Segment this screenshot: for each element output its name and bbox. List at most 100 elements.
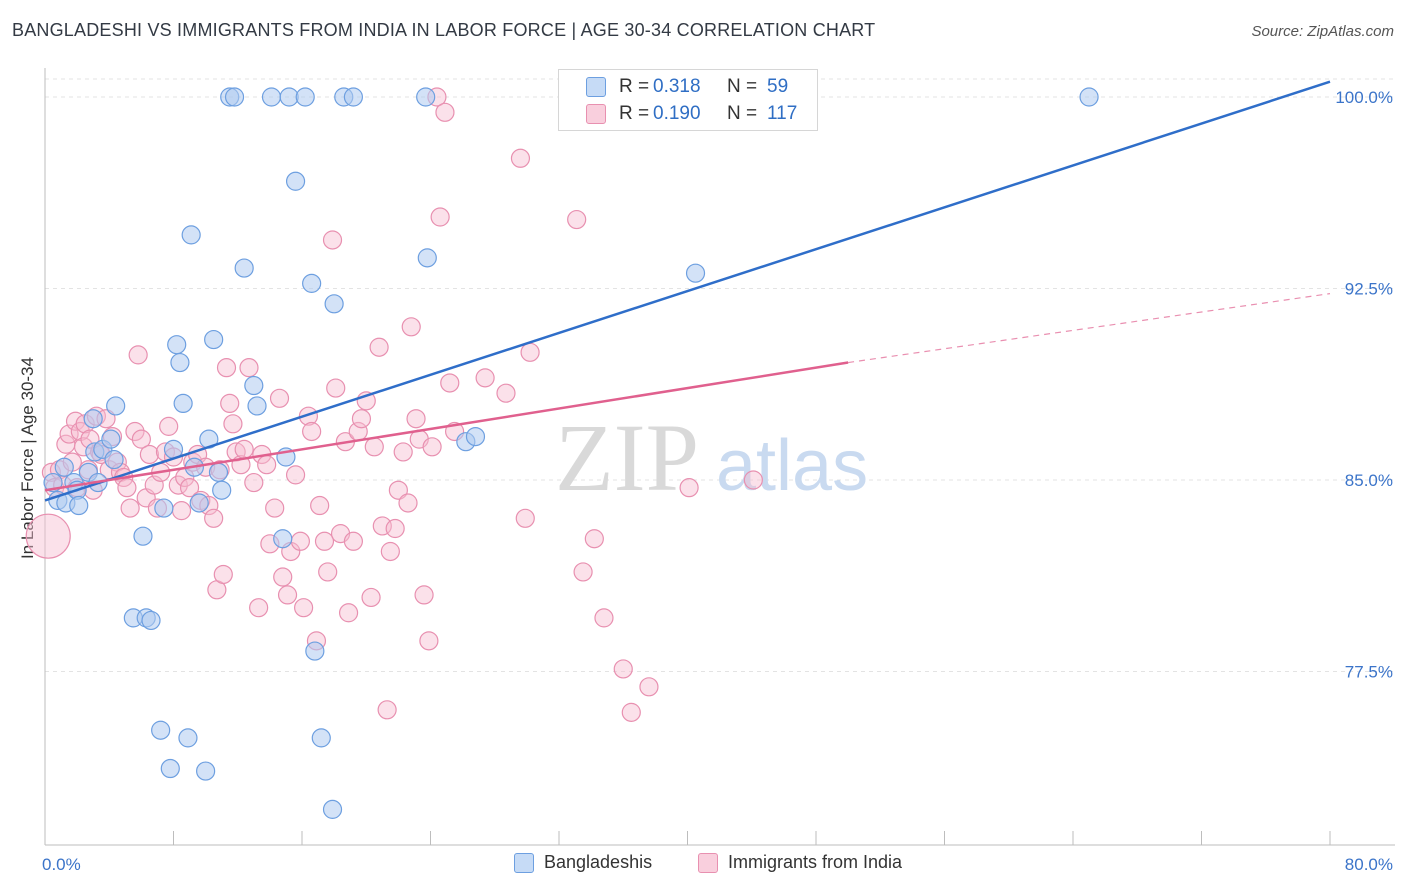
watermark-atlas: atlas xyxy=(716,426,868,506)
data-point-india xyxy=(322,230,343,250)
data-point-india xyxy=(213,564,233,585)
data-point-india xyxy=(515,508,535,528)
data-point-bangladeshi xyxy=(208,462,229,482)
data-point-india xyxy=(388,480,408,500)
data-point-india xyxy=(621,702,641,722)
data-point-bangladeshi xyxy=(285,171,306,191)
data-point-india xyxy=(584,529,604,549)
data-point-india xyxy=(326,378,346,398)
data-point-india xyxy=(639,677,659,697)
data-point-india xyxy=(377,700,397,720)
data-point-bangladeshi xyxy=(160,758,180,779)
data-point-india xyxy=(298,406,319,426)
data-point-india xyxy=(223,414,243,434)
data-point-bangladeshi xyxy=(106,396,126,416)
data-point-bangladeshi xyxy=(261,87,282,107)
data-point-bangladeshi xyxy=(302,273,322,293)
legend-swatch-blue xyxy=(586,77,606,97)
legend-label-india: Immigrants from India xyxy=(728,852,903,872)
data-point-india xyxy=(401,317,421,337)
legend-item-bangladeshis: Bangladeshis xyxy=(514,852,652,873)
data-point-bangladeshi xyxy=(1079,87,1099,107)
data-point-india xyxy=(594,608,614,628)
data-point-india xyxy=(440,373,460,393)
trend-line-india-extension xyxy=(848,293,1331,364)
legend-n-label: N = xyxy=(727,103,758,124)
data-point-bangladeshi xyxy=(322,799,343,819)
source-credit: Source: ZipAtlas.com xyxy=(1251,23,1394,40)
data-point-bangladeshi xyxy=(83,409,103,429)
data-point-india xyxy=(613,659,633,679)
data-point-india xyxy=(244,472,264,493)
watermark-zip: ZIP xyxy=(555,404,699,511)
legend-r-value: 0.190 xyxy=(653,103,701,124)
data-point-india xyxy=(510,148,531,168)
data-point-india xyxy=(419,631,439,651)
data-point-bangladeshi xyxy=(151,720,171,740)
data-point-bangladeshi xyxy=(244,375,264,396)
data-point-india xyxy=(393,442,413,462)
data-point-india xyxy=(364,437,384,457)
data-point-india xyxy=(117,478,137,498)
data-point-india xyxy=(171,501,192,521)
legend-swatch-pink xyxy=(698,852,718,873)
data-point-bangladeshi xyxy=(189,493,209,513)
trend-line-bangladeshis xyxy=(44,80,1331,502)
data-point-india xyxy=(318,562,338,582)
data-point-bangladeshi xyxy=(417,248,437,268)
data-point-india xyxy=(314,531,335,551)
data-point-india xyxy=(125,421,145,442)
legend-item-india: Immigrants from India xyxy=(698,852,902,873)
data-point-bangladeshi xyxy=(416,87,436,107)
tick-labels: 77.5% 85.0% 92.5% 100.0% 0.0% 80.0% xyxy=(42,88,1393,874)
y-tick-label: 77.5% xyxy=(1345,663,1393,682)
data-point-bangladeshi xyxy=(104,449,124,470)
data-point-bangladeshi xyxy=(181,225,201,245)
series-bangladeshis xyxy=(43,87,1099,819)
data-point-india xyxy=(131,429,151,449)
data-point-india xyxy=(430,207,450,227)
data-point-bangladeshi xyxy=(279,87,299,107)
data-point-india xyxy=(398,493,418,513)
data-point-bangladeshi xyxy=(465,426,486,447)
data-point-india xyxy=(422,437,442,457)
data-point-bangladeshi xyxy=(54,457,74,477)
data-point-india xyxy=(743,470,763,490)
data-point-bangladeshi xyxy=(311,728,331,748)
legend-n-value: 117 xyxy=(767,103,798,124)
data-point-india xyxy=(273,567,293,587)
data-point-bangladeshi xyxy=(196,761,216,781)
y-tick-label: 92.5% xyxy=(1345,280,1393,299)
data-point-india xyxy=(369,337,389,357)
data-point-bangladeshi xyxy=(224,87,245,107)
y-tick-label: 100.0% xyxy=(1335,88,1393,107)
data-point-bangladeshi xyxy=(173,393,193,413)
data-point-india xyxy=(257,455,277,475)
data-point-india xyxy=(239,358,259,378)
data-point-india xyxy=(435,102,455,122)
data-point-india xyxy=(285,465,306,485)
data-point-bangladeshi xyxy=(685,263,706,283)
data-point-india xyxy=(567,209,587,230)
legend-n-value: 59 xyxy=(767,76,789,97)
data-point-bangladeshi xyxy=(324,294,344,314)
legend-r-value: 0.318 xyxy=(653,76,701,97)
data-point-india xyxy=(302,421,322,442)
data-point-india xyxy=(679,478,699,498)
data-point-bangladeshi xyxy=(154,498,174,518)
data-point-bangladeshi xyxy=(141,610,161,631)
y-tick-label: 85.0% xyxy=(1345,471,1393,490)
data-point-india xyxy=(573,562,593,582)
legend-swatch-blue xyxy=(514,852,534,873)
correlation-legend: R = 0.318 N = 59 R = 0.190 N = 117 xyxy=(558,69,818,131)
data-point-bangladeshi xyxy=(273,529,293,549)
data-point-india xyxy=(361,587,381,608)
data-point-india xyxy=(139,444,160,465)
legend-r-label: R = xyxy=(619,76,650,97)
data-point-bangladeshi xyxy=(167,335,187,355)
x-tick-label: 80.0% xyxy=(1345,855,1393,874)
data-point-india xyxy=(520,342,540,362)
data-point-india xyxy=(234,439,254,459)
data-point-india xyxy=(269,388,290,408)
data-point-india xyxy=(25,513,71,559)
